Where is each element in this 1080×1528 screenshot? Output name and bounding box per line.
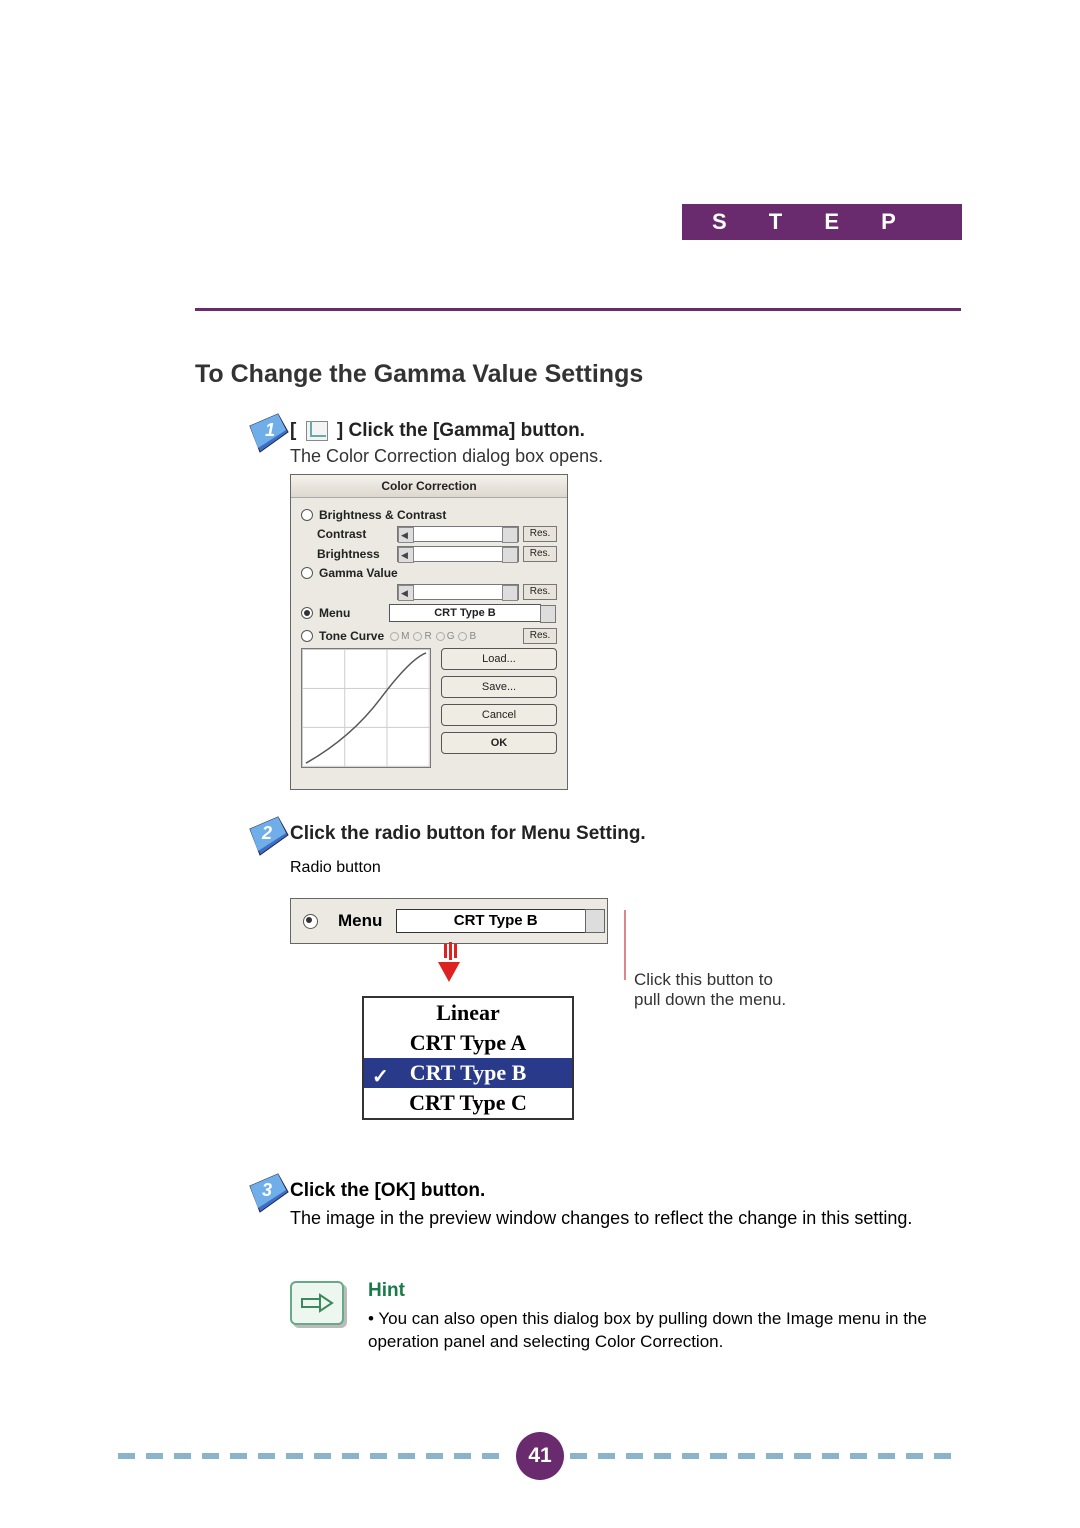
save-button[interactable]: Save... — [441, 676, 557, 698]
menu-closeup-label: Menu — [338, 911, 382, 931]
footer-dash-left — [118, 1453, 510, 1459]
dropdown-item-crt-a[interactable]: CRT Type A — [364, 1028, 572, 1058]
radio-tone-curve[interactable] — [301, 630, 313, 642]
bracket-open: [ — [290, 420, 296, 441]
dropdown-item-crt-b[interactable]: ✓ CRT Type B — [364, 1058, 572, 1088]
step-3-body: The image in the preview window changes … — [290, 1208, 960, 1229]
menu-closeup-box: Menu CRT Type B — [290, 898, 608, 944]
dropdown-button[interactable] — [585, 909, 605, 933]
cancel-button[interactable]: Cancel — [441, 704, 557, 726]
dropdown-annotation-line — [624, 910, 626, 980]
dropdown-item-crt-b-label: CRT Type B — [410, 1060, 527, 1085]
contrast-label: Contrast — [301, 527, 397, 541]
step-1-title: [ ] Click the [Gamma] button. — [290, 420, 603, 442]
page-number-badge: 41 — [516, 1432, 564, 1480]
dropdown-item-crt-c[interactable]: CRT Type C — [364, 1088, 572, 1118]
svg-text:1: 1 — [265, 420, 275, 440]
step-2: 2 Click the radio button for Menu Settin… — [290, 823, 646, 877]
tone-curve-graph[interactable] — [301, 648, 431, 768]
dropdown-list: Linear CRT Type A ✓ CRT Type B CRT Type … — [362, 996, 574, 1120]
step-3: 3 Click the [OK] button. The image in th… — [290, 1180, 960, 1229]
brightness-contrast-label: Brightness & Contrast — [319, 508, 557, 522]
step-number-1-icon: 1 — [248, 412, 290, 454]
step-header: S T E P 3 — [682, 204, 962, 240]
gamma-slider[interactable]: ◀▶ — [397, 584, 519, 600]
brightness-slider[interactable]: ◀▶ — [397, 546, 519, 562]
hint-title: Hint — [368, 1280, 405, 1302]
load-button[interactable]: Load... — [441, 648, 557, 670]
gamma-label: Gamma Value — [319, 566, 557, 580]
brightness-label: Brightness — [301, 547, 397, 561]
menu-select[interactable]: CRT Type B — [389, 604, 541, 622]
radio-caption: Radio button — [290, 859, 646, 877]
contrast-slider[interactable]: ◀▶ — [397, 526, 519, 542]
dropdown-annotation-text: Click this button to pull down the menu. — [634, 970, 804, 1010]
color-correction-dialog: Color Correction Brightness & Contrast C… — [290, 474, 568, 790]
hint-body: • You can also open this dialog box by p… — [368, 1308, 948, 1354]
step-3-title: Click the [OK] button. — [290, 1180, 960, 1202]
radio-gamma[interactable] — [301, 567, 313, 579]
step-1: 1 [ ] Click the [Gamma] button. The Colo… — [290, 420, 603, 467]
ok-button[interactable]: OK — [441, 732, 557, 754]
brightness-reset-button[interactable]: Res. — [523, 546, 557, 562]
tone-reset-button[interactable]: Res. — [523, 628, 557, 644]
menu-closeup-radio[interactable] — [303, 914, 318, 929]
mrgb-group: M R G B — [390, 631, 476, 642]
contrast-reset-button[interactable]: Res. — [523, 526, 557, 542]
divider-top — [195, 308, 961, 311]
dropdown-item-linear[interactable]: Linear — [364, 998, 572, 1028]
svg-text:3: 3 — [262, 1180, 272, 1200]
gamma-reset-button[interactable]: Res. — [523, 584, 557, 600]
footer-dash-right — [570, 1453, 962, 1459]
down-arrow-icon — [434, 942, 464, 989]
check-icon: ✓ — [372, 1064, 389, 1089]
menu-closeup-select[interactable]: CRT Type B — [396, 909, 595, 933]
dialog-title: Color Correction — [291, 475, 567, 498]
step-number-3-icon: 3 — [248, 1172, 290, 1214]
gamma-icon — [306, 421, 328, 441]
menu-label: Menu — [319, 606, 389, 620]
svg-text:2: 2 — [261, 823, 272, 843]
tone-curve-label: Tone Curve — [319, 629, 384, 643]
radio-menu[interactable] — [301, 607, 313, 619]
section-title: To Change the Gamma Value Settings — [195, 360, 643, 389]
step-1-subtitle: The Color Correction dialog box opens. — [290, 446, 603, 467]
step-2-title: Click the radio button for Menu Setting. — [290, 823, 646, 845]
radio-brightness-contrast[interactable] — [301, 509, 313, 521]
step-1-title-text: ] Click the [Gamma] button. — [337, 420, 585, 441]
step-number-2-icon: 2 — [248, 815, 290, 857]
hint-icon — [290, 1281, 344, 1325]
page-footer: 41 — [118, 1436, 962, 1476]
